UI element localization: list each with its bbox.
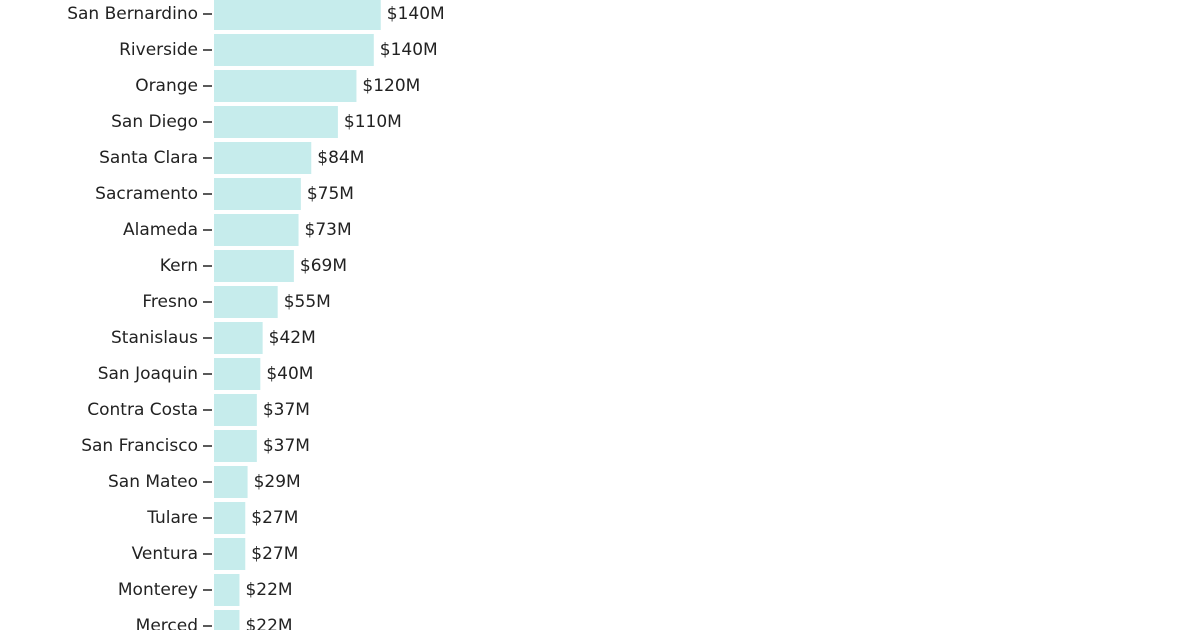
bar — [214, 0, 381, 30]
y-tick-label: Merced — [136, 616, 198, 630]
bar — [214, 214, 299, 246]
y-tick-label: San Francisco — [81, 436, 198, 456]
y-tick-label: Sacramento — [95, 184, 198, 204]
bar — [214, 610, 240, 630]
y-tick-label: San Diego — [111, 112, 198, 132]
value-label: $29M — [254, 472, 301, 492]
y-tick-label: Riverside — [119, 40, 198, 60]
bar — [214, 34, 374, 66]
bar — [214, 502, 246, 534]
value-label: $140M — [387, 4, 445, 24]
bar — [214, 538, 246, 570]
y-tick-label: Stanislaus — [111, 328, 198, 348]
value-label: $42M — [269, 328, 316, 348]
value-label: $120M — [362, 76, 420, 96]
value-label: $27M — [251, 508, 298, 528]
value-label: $40M — [266, 364, 313, 384]
y-tick-label: Alameda — [123, 220, 198, 240]
value-label: $55M — [284, 292, 331, 312]
value-label: $84M — [317, 148, 364, 168]
value-label: $69M — [300, 256, 347, 276]
y-tick-label: San Joaquin — [98, 364, 198, 384]
value-label: $73M — [305, 220, 352, 240]
bar — [214, 106, 338, 138]
bar — [214, 250, 294, 282]
value-label: $75M — [307, 184, 354, 204]
bar — [214, 142, 312, 174]
value-label: $110M — [344, 112, 402, 132]
y-tick-label: Santa Clara — [99, 148, 198, 168]
y-tick-label: Tulare — [146, 508, 198, 528]
value-label: $22M — [245, 580, 292, 600]
value-label: $27M — [251, 544, 298, 564]
y-tick-label: Orange — [135, 76, 198, 96]
bar — [214, 466, 248, 498]
y-tick-label: Kern — [160, 256, 198, 276]
bar — [214, 394, 257, 426]
y-tick-label: Ventura — [132, 544, 198, 564]
bar — [214, 286, 278, 318]
value-label: $140M — [380, 40, 438, 60]
y-tick-label: San Bernardino — [67, 4, 198, 24]
y-tick-label: Contra Costa — [87, 400, 198, 420]
bar — [214, 574, 240, 606]
bar — [214, 358, 261, 390]
value-label: $37M — [263, 400, 310, 420]
value-label: $22M — [245, 616, 292, 630]
value-label: $37M — [263, 436, 310, 456]
y-tick-label: San Mateo — [108, 472, 198, 492]
y-tick-label: Monterey — [118, 580, 198, 600]
bar — [214, 178, 301, 210]
y-tick-label: Fresno — [142, 292, 198, 312]
bar — [214, 322, 263, 354]
bar — [214, 430, 257, 462]
bar — [214, 70, 357, 102]
